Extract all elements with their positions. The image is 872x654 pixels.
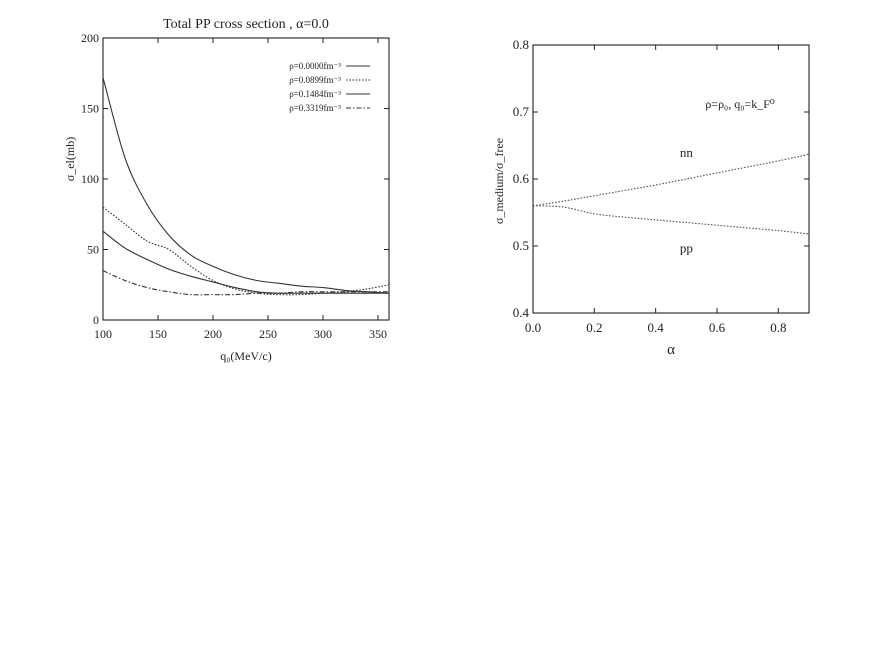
x-tick-label: 0.0 [525,320,541,335]
chart-title: Total PP cross section , α=0.0 [163,17,329,32]
legend-label: ρ=0.3319fm⁻³ [289,103,341,113]
x-tick-label: 150 [149,327,167,341]
plot-frame [532,44,810,314]
series-line-2 [102,206,390,296]
y-tick-label: 0.6 [513,171,530,186]
y-tick-label: 0 [93,313,99,327]
x-tick-label: 350 [369,327,387,341]
y-tick-label: 150 [81,102,99,116]
legend-label: ρ=0.1484fm⁻³ [289,89,341,99]
x-axis-label: α [667,342,675,358]
x-axis-label: q₀(MeV/c) [220,349,272,363]
y-tick-label: 200 [81,31,99,45]
x-tick-label: 100 [94,327,112,341]
series-line-1 [102,77,390,294]
x-tick-label: 0.2 [586,320,602,335]
condition-annotation: ρ=ρ₀, q₀=k_F⁰ [705,97,775,111]
cross-section-chart: 100 150 200 250 300 350 0 50 100 150 200 Total PP c… [63,17,390,363]
x-tick-label: 0.4 [648,320,665,335]
ratio-chart: 0.0 0.2 0.4 0.6 0.8 0.4 0.5 0.6 0.7 0.8 α σ_medium/… [492,37,810,358]
legend-label: ρ=0.0899fm⁻³ [289,75,341,85]
x-tick-label: 0.6 [709,320,726,335]
x-tick-label: 250 [259,327,277,341]
y-tick-label: 100 [81,172,99,186]
series-line-1 [532,153,810,207]
series-line-2 [532,205,810,235]
legend-label: ρ=0.0000fm⁻³ [289,61,341,71]
y-axis-label: σ_el(mb) [63,137,77,181]
y-tick-label: 0.7 [513,104,530,119]
y-tick-label: 0.4 [513,305,530,320]
y-tick-label: 0.5 [513,238,529,253]
series-line-3 [102,230,389,294]
y-tick-label: 0.8 [513,37,529,52]
y-axis-label: σ_medium/σ_free [492,138,506,224]
x-tick-label: 200 [204,327,222,341]
x-tick-label: 300 [314,327,332,341]
series-label-pp: pp [680,241,693,256]
series-label-nn: nn [680,145,694,160]
x-tick-label: 0.8 [770,320,786,335]
y-tick-label: 50 [87,243,99,257]
series-line-4 [102,270,389,296]
